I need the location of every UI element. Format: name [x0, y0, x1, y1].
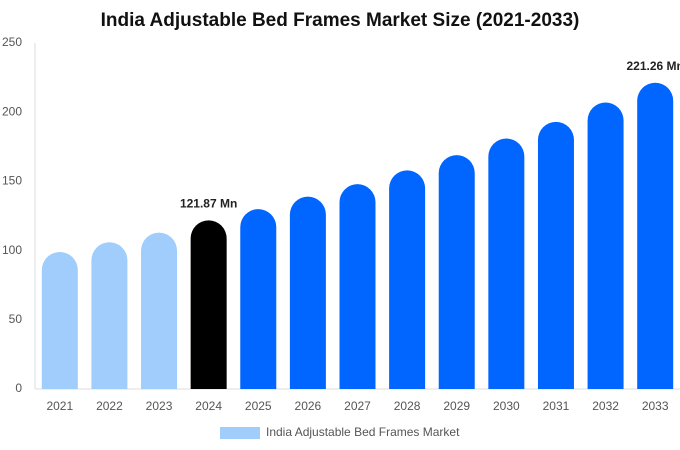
bar — [637, 82, 674, 390]
x-tick-label: 2030 — [493, 399, 520, 413]
bar — [537, 121, 574, 389]
bar — [190, 220, 227, 389]
x-tick-label: 2024 — [195, 399, 222, 413]
y-tick-label: 150 — [2, 174, 22, 188]
value-label: 221.26 Mn — [627, 59, 680, 73]
x-tick-label: 2026 — [295, 399, 322, 413]
y-tick-label: 100 — [2, 243, 22, 257]
y-tick-label: 0 — [15, 381, 22, 395]
bar — [389, 170, 426, 389]
legend-swatch — [220, 427, 260, 439]
y-tick-label: 50 — [9, 312, 23, 326]
x-tick-label: 2029 — [443, 399, 470, 413]
bar — [41, 251, 78, 389]
y-tick-label: 200 — [2, 104, 22, 118]
bar — [587, 102, 624, 390]
legend-label: India Adjustable Bed Frames Market — [266, 425, 460, 439]
bar — [438, 155, 475, 389]
x-tick-label: 2027 — [344, 399, 371, 413]
bar — [240, 209, 277, 389]
bar — [91, 242, 128, 389]
bar — [141, 232, 178, 389]
y-tick-label: 250 — [2, 35, 22, 49]
bar — [289, 196, 326, 389]
x-tick-label: 2028 — [394, 399, 421, 413]
x-tick-label: 2032 — [592, 399, 619, 413]
x-tick-label: 2025 — [245, 399, 272, 413]
value-label: 121.87 Mn — [180, 197, 237, 211]
x-tick-label: 2021 — [46, 399, 73, 413]
x-tick-label: 2022 — [96, 399, 123, 413]
x-tick-label: 2033 — [642, 399, 669, 413]
x-tick-label: 2031 — [543, 399, 570, 413]
chart-title: India Adjustable Bed Frames Market Size … — [101, 10, 580, 31]
bar — [488, 138, 525, 389]
x-tick-label: 2023 — [146, 399, 173, 413]
bar — [339, 184, 376, 389]
